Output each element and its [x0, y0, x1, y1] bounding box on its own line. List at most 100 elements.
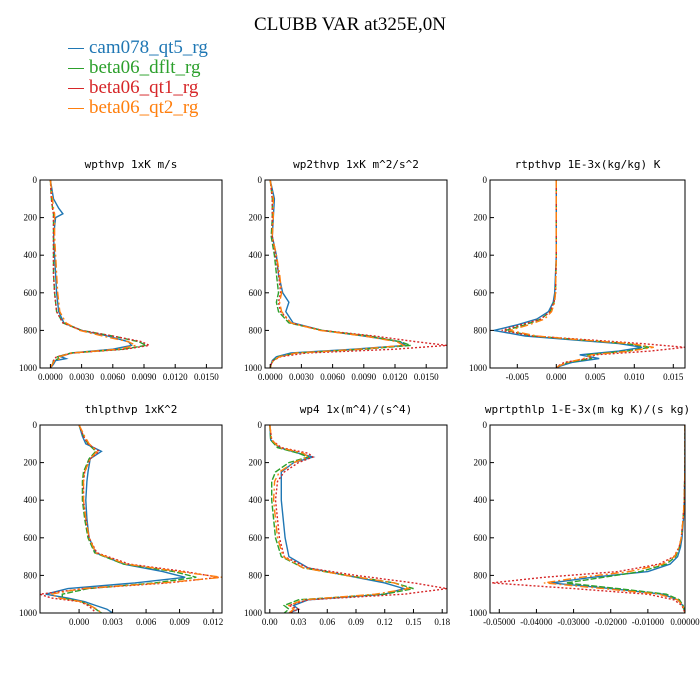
series-line-beta06_qt2_rg — [509, 180, 654, 368]
subplot-3: rtpthvp 1E-3x(kg/kg) K 0 200 400 600 800 1000 -… — [469, 158, 686, 382]
x-tick-label: 0.0000 — [38, 372, 63, 382]
x-tick-label: 0.15 — [406, 617, 422, 627]
y-tick-label: 1000 — [469, 363, 488, 373]
y-tick-label: 1000 — [469, 608, 488, 618]
y-tick-label: 600 — [249, 288, 263, 298]
chart-title: CLUBB VAR at325E,0N — [254, 14, 446, 35]
series-line-beta06_qt1_rg — [40, 425, 219, 613]
legend-item: beta06_dflt_rg — [68, 58, 208, 78]
x-tick-label: 0.015 — [663, 372, 684, 382]
x-tick-label: 0.0000 — [258, 372, 283, 382]
y-tick-label: 200 — [249, 213, 263, 223]
legend-swatch — [68, 107, 84, 109]
x-tick-label: 0.0030 — [289, 372, 314, 382]
x-tick-label: -0.01000 — [632, 617, 665, 627]
plot-frame — [489, 424, 686, 614]
legend-label: beta06_qt2_rg — [89, 97, 199, 118]
x-tick-label: 0.0030 — [69, 372, 94, 382]
subplot-4: thlpthvp 1xK^2 0 200 400 600 800 1000 0.000 0.00… — [19, 403, 223, 627]
series-line-beta06_dflt_rg — [61, 425, 197, 613]
y-tick-label: 600 — [24, 533, 38, 543]
x-tick-label: -0.05000 — [483, 617, 516, 627]
x-tick-label: 0.003 — [102, 617, 123, 627]
series-group — [493, 180, 685, 368]
series-group — [491, 425, 685, 613]
plot-frame — [264, 424, 448, 614]
y-tick-label: 200 — [474, 213, 488, 223]
legend-swatch — [68, 47, 84, 49]
y-tick-label: 0 — [33, 175, 38, 185]
x-tick-label: 0.000 — [69, 617, 90, 627]
subplot-title: rtpthvp 1E-3x(kg/kg) K — [515, 158, 661, 171]
series-line-beta06_qt1_rg — [269, 180, 447, 368]
subplot-title: wp2thvp 1xK m^2/s^2 — [293, 158, 419, 171]
x-tick-label: 0.0120 — [383, 372, 408, 382]
legend-label: beta06_dflt_rg — [89, 57, 201, 78]
y-tick-label: 1000 — [244, 608, 263, 618]
y-tick-label: 200 — [474, 458, 488, 468]
x-tick-label: 0.00 — [262, 617, 278, 627]
series-line-beta06_dflt_rg — [565, 425, 685, 613]
x-tick-label: 0.006 — [136, 617, 157, 627]
y-tick-label: 0 — [483, 175, 488, 185]
plot-frame — [39, 424, 223, 614]
subplot-2: wp2thvp 1xK m^2/s^2020040060080010000.00… — [244, 158, 448, 382]
y-tick-label: 400 — [24, 495, 38, 505]
series-line-cam078_qt5_rg — [493, 180, 643, 368]
x-tick-label: 0.06 — [319, 617, 335, 627]
y-tick-label: 200 — [249, 458, 263, 468]
legend-swatch — [68, 67, 84, 69]
y-tick-label: 800 — [24, 570, 38, 580]
series-line-beta06_qt1_rg — [49, 180, 152, 368]
x-tick-label: 0.00000 — [670, 617, 700, 627]
subplot-title: wp4 1x(m^4)/(s^4) — [300, 403, 413, 416]
subplot-6: wprtpthlp 1-E-3x(m kg K)/(s kg) 0 200 400 60… — [469, 403, 700, 627]
x-tick-label: 0.0090 — [132, 372, 157, 382]
series-line-beta06_qt2_rg — [269, 180, 406, 368]
y-tick-label: 600 — [474, 288, 488, 298]
x-tick-label: 0.0150 — [414, 372, 439, 382]
x-tick-label: -0.02000 — [595, 617, 628, 627]
x-tick-label: -0.04000 — [520, 617, 553, 627]
x-tick-label: 0.18 — [434, 617, 450, 627]
series-line-cam078_qt5_rg — [269, 425, 407, 613]
x-tick-label: 0.000 — [546, 372, 567, 382]
x-tick-label: -0.005 — [506, 372, 530, 382]
x-tick-label: 0.0120 — [163, 372, 188, 382]
y-tick-label: 0 — [258, 175, 263, 185]
subplot-title: wpthvp 1xK m/s — [85, 158, 178, 171]
series-group — [269, 425, 447, 613]
y-tick-label: 800 — [24, 325, 38, 335]
y-tick-label: 800 — [474, 325, 488, 335]
x-tick-label: 0.12 — [377, 617, 393, 627]
y-tick-label: 600 — [24, 288, 38, 298]
plot-frame — [39, 179, 223, 369]
y-tick-label: 1000 — [19, 363, 38, 373]
legend: cam078_qt5_rg beta06_dflt_rg beta06_qt1_… — [68, 38, 208, 118]
legend-label: cam078_qt5_rg — [89, 37, 208, 58]
series-line-beta06_qt2_rg — [49, 180, 138, 368]
x-tick-label: 0.0060 — [100, 372, 125, 382]
series-line-beta06_dflt_rg — [49, 180, 149, 368]
y-tick-label: 600 — [249, 533, 263, 543]
x-tick-label: 0.012 — [203, 617, 223, 627]
y-tick-label: 400 — [474, 250, 488, 260]
series-line-cam078_qt5_rg — [45, 425, 186, 613]
x-tick-label: -0.03000 — [557, 617, 590, 627]
y-tick-label: 400 — [249, 250, 263, 260]
y-tick-label: 800 — [249, 325, 263, 335]
y-tick-label: 0 — [483, 420, 488, 430]
series-line-beta06_qt2_rg — [543, 425, 685, 613]
y-tick-label: 200 — [24, 458, 38, 468]
legend-item: beta06_qt2_rg — [68, 98, 208, 118]
x-tick-label: 0.03 — [291, 617, 307, 627]
legend-swatch — [68, 87, 84, 89]
y-tick-label: 0 — [258, 420, 263, 430]
series-line-beta06_qt1_rg — [269, 425, 447, 613]
series-line-beta06_qt1_rg — [501, 180, 685, 368]
x-tick-label: 0.009 — [169, 617, 190, 627]
series-line-cam078_qt5_rg — [551, 425, 685, 613]
legend-item: beta06_qt1_rg — [68, 78, 208, 98]
y-tick-label: 400 — [249, 495, 263, 505]
